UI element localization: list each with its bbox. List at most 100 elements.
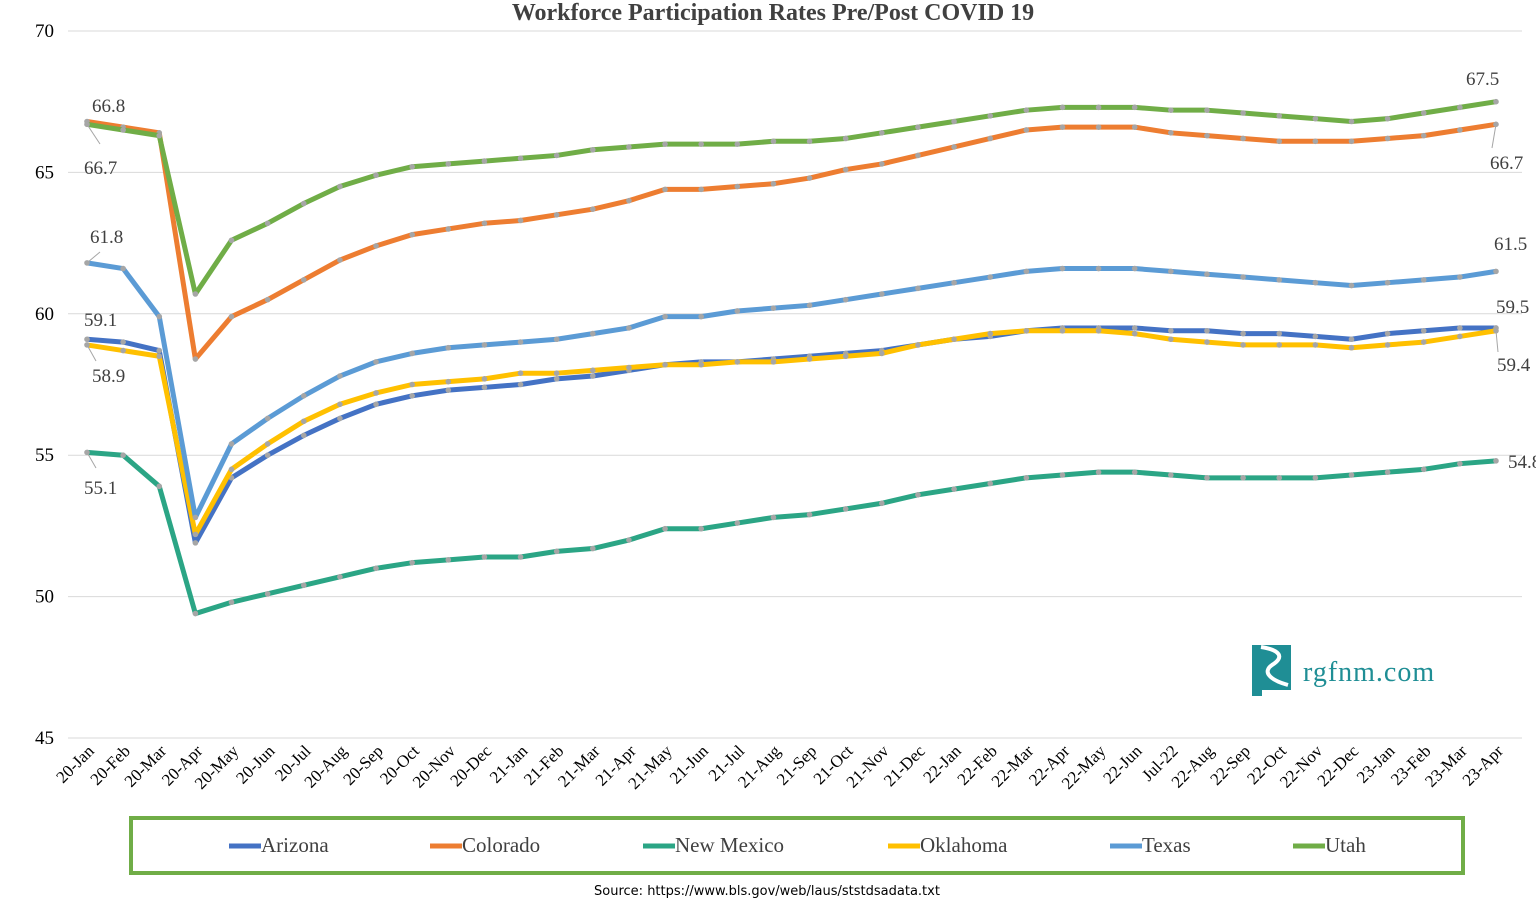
- data-point: [120, 347, 126, 354]
- legend-item-texas: Texas: [1110, 833, 1191, 857]
- data-label: 66.8: [92, 96, 125, 117]
- data-point: [445, 161, 452, 167]
- data-point: [1276, 342, 1283, 348]
- data-point: [1059, 265, 1066, 272]
- data-point: [517, 381, 524, 388]
- data-point: [1348, 472, 1355, 478]
- legend-label: Colorado: [462, 833, 540, 857]
- data-point: [1312, 279, 1319, 286]
- data-point: [553, 376, 560, 382]
- data-point: [1420, 339, 1427, 345]
- legend-label: Utah: [1325, 833, 1366, 857]
- data-point: [481, 376, 488, 382]
- data-point: [1168, 336, 1174, 343]
- data-point: [589, 146, 596, 153]
- data-point: [1493, 268, 1499, 275]
- data-label: 61.8: [90, 227, 123, 248]
- source-note: Source: https://www.bls.gov/web/laus/sts…: [594, 884, 940, 899]
- data-point: [626, 537, 632, 543]
- data-point: [228, 466, 235, 473]
- data-point: [915, 342, 921, 348]
- data-point: [409, 231, 415, 238]
- data-point: [879, 291, 885, 297]
- data-point: [1168, 327, 1174, 334]
- x-tick-label: 21-Jun: [666, 741, 713, 788]
- data-point: [300, 200, 307, 207]
- data-point: [1348, 282, 1355, 289]
- data-point: [1059, 472, 1066, 478]
- data-point: [192, 356, 199, 362]
- data-point: [1131, 265, 1138, 272]
- data-point: [1059, 124, 1066, 130]
- data-point: [1240, 330, 1246, 337]
- data-point: [734, 520, 741, 526]
- data-point: [1168, 130, 1174, 136]
- data-point: [445, 557, 452, 563]
- data-point: [409, 393, 415, 399]
- legend-box: [129, 816, 1465, 875]
- data-point: [1493, 458, 1499, 464]
- series-line: [86, 260, 1497, 520]
- y-tick-label: 70: [35, 21, 54, 42]
- x-tick-label: 22-Sep: [1206, 741, 1253, 788]
- legend-label: Texas: [1142, 833, 1191, 857]
- data-point: [589, 367, 596, 374]
- data-point: [517, 339, 524, 345]
- data-point: [553, 152, 560, 159]
- data-point: [1204, 107, 1210, 113]
- series-line: [86, 449, 1497, 617]
- leader-line: [86, 251, 101, 264]
- data-point: [1168, 268, 1174, 275]
- data-point: [264, 441, 271, 447]
- data-point: [1312, 475, 1319, 481]
- legend: Arizona Colorado New Mexico Oklahoma Texas Ut…: [229, 833, 1366, 857]
- data-point: [1457, 274, 1463, 280]
- data-point: [373, 359, 379, 365]
- data-label: 55.1: [84, 478, 117, 499]
- data-point: [445, 387, 452, 393]
- data-point: [734, 183, 741, 190]
- data-point: [300, 393, 307, 399]
- legend-item-arizona: Arizona: [229, 833, 329, 857]
- data-point: [842, 506, 849, 512]
- data-point: [879, 130, 885, 136]
- data-point: [1240, 135, 1246, 142]
- x-tick-label: 21-Dec: [880, 741, 929, 790]
- data-point: [1276, 113, 1283, 119]
- data-point: [553, 336, 560, 343]
- data-point: [1457, 460, 1463, 467]
- series-colorado: [84, 118, 1499, 362]
- data-point: [1457, 333, 1463, 340]
- data-point: [1276, 330, 1283, 337]
- leader-line: [1491, 124, 1497, 149]
- data-point: [915, 124, 921, 130]
- data-point: [1204, 475, 1210, 481]
- data-point: [337, 373, 343, 379]
- data-point: [806, 138, 813, 145]
- data-point: [842, 135, 849, 142]
- data-point: [1276, 277, 1283, 283]
- data-point: [626, 364, 632, 371]
- data-point: [1384, 115, 1391, 122]
- data-point: [1023, 127, 1030, 133]
- legend-label: New Mexico: [675, 833, 784, 857]
- data-point: [770, 514, 777, 521]
- data-point: [337, 574, 343, 580]
- data-point: [156, 132, 163, 139]
- x-tick-label: 21-Sep: [773, 741, 820, 788]
- data-point: [1131, 325, 1138, 331]
- data-point: [662, 141, 668, 147]
- series-texas: [84, 260, 1499, 521]
- data-point: [1312, 138, 1319, 145]
- x-tick-label: 20-Jun: [232, 741, 279, 788]
- data-point: [156, 483, 163, 490]
- data-point: [156, 353, 163, 360]
- data-point: [1095, 104, 1102, 111]
- data-point: [1457, 127, 1463, 133]
- x-tick-label: 23-Apr: [1459, 741, 1507, 789]
- legend-item-oklahoma: Oklahoma: [888, 833, 1008, 857]
- legend-label: Arizona: [261, 833, 329, 857]
- data-point: [1095, 327, 1102, 334]
- data-point: [84, 121, 90, 128]
- new-mexico-river-icon: [1252, 645, 1291, 696]
